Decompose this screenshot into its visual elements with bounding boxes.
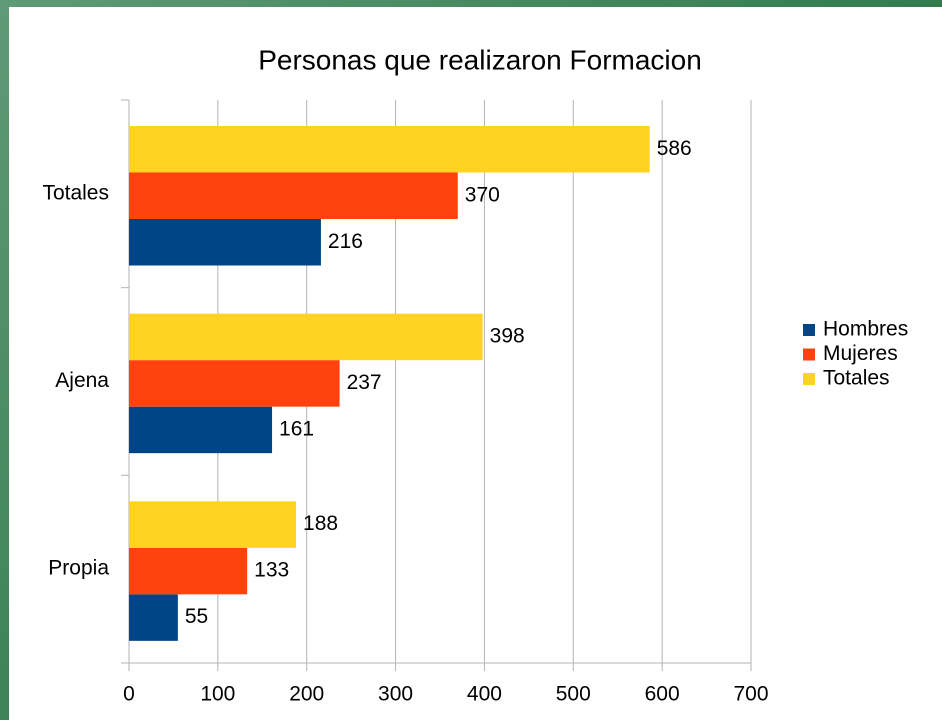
x-tick-label: 400 xyxy=(467,683,502,706)
data-label: 370 xyxy=(465,183,500,206)
data-label: 216 xyxy=(328,230,363,253)
bar xyxy=(129,547,248,595)
bar xyxy=(129,406,273,454)
y-tick-label: Ajena xyxy=(55,369,109,392)
legend-swatch xyxy=(803,324,815,336)
x-tick-label: 300 xyxy=(378,683,413,706)
bar xyxy=(129,172,458,219)
x-tick-label: 700 xyxy=(733,683,768,706)
data-label: 133 xyxy=(254,559,289,582)
data-label: 398 xyxy=(490,324,525,347)
x-tick-label: 0 xyxy=(123,683,135,706)
data-label: 237 xyxy=(347,371,382,394)
x-tick-label: 500 xyxy=(556,683,591,706)
legend-swatch xyxy=(803,373,815,385)
y-tick-label: Propia xyxy=(48,557,109,580)
legend-label: Mujeres xyxy=(823,342,898,365)
bar xyxy=(129,594,178,641)
legend-swatch xyxy=(803,348,815,361)
bar xyxy=(129,360,340,407)
bar xyxy=(129,126,650,173)
bar xyxy=(129,219,321,266)
x-tick-label: 200 xyxy=(289,683,324,706)
legend-label: Hombres xyxy=(823,318,908,341)
x-tick-label: 600 xyxy=(645,683,680,706)
x-tick-label: 100 xyxy=(200,683,235,706)
y-tick-label: Totales xyxy=(42,181,109,204)
bar xyxy=(129,501,297,548)
data-label: 188 xyxy=(303,512,338,535)
data-label: 161 xyxy=(279,417,314,440)
chart-title: Personas que realizaron Formacion xyxy=(258,44,702,75)
data-label: 55 xyxy=(185,605,208,628)
bar xyxy=(129,313,483,361)
legend-label: Totales xyxy=(823,367,890,390)
data-label: 586 xyxy=(657,137,692,160)
